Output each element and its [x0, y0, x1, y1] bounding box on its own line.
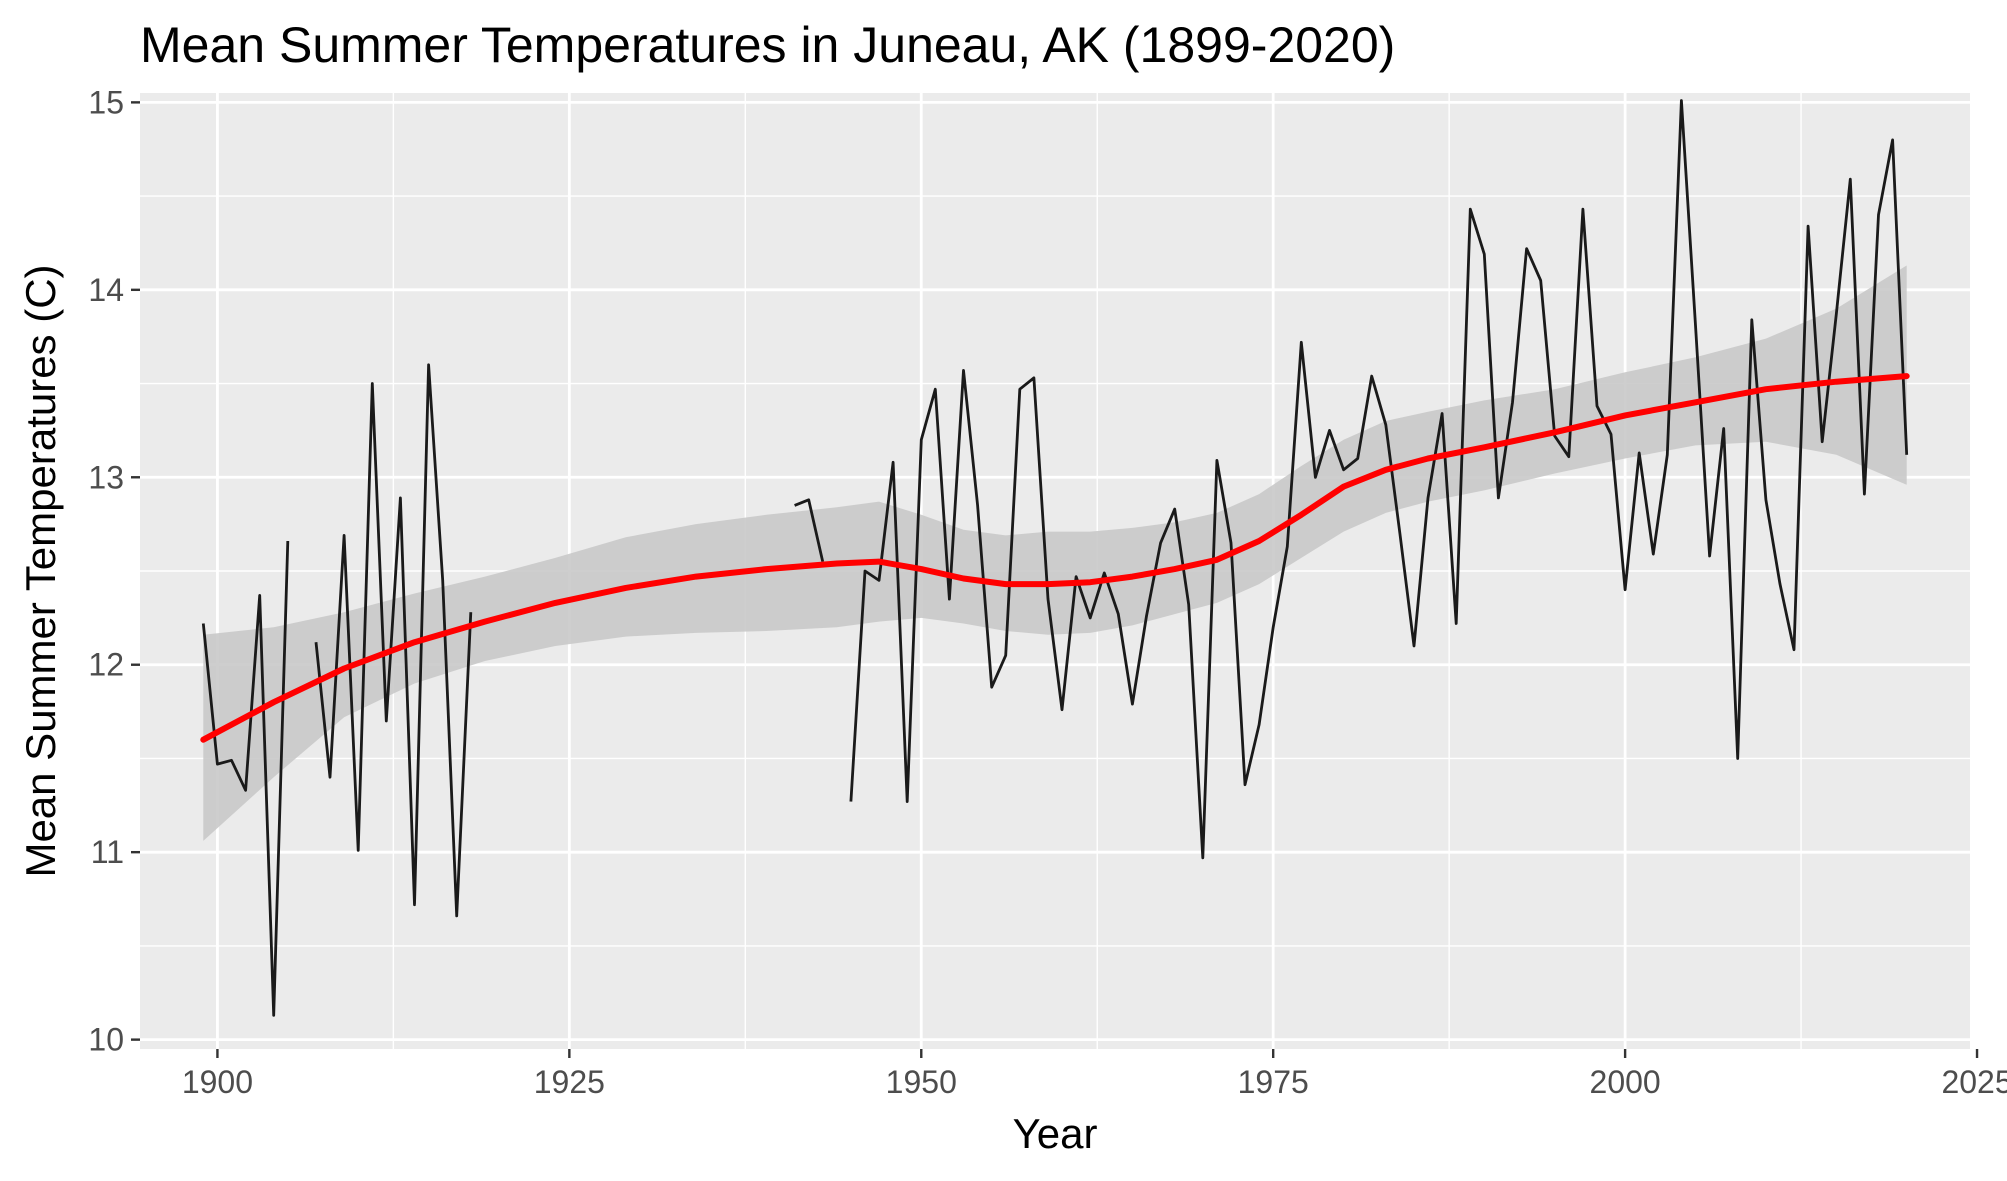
confidence-band — [203, 265, 1907, 841]
y-tick-label: 13 — [88, 459, 124, 495]
x-tick-label: 1925 — [534, 1064, 605, 1100]
x-axis: 1900 1925 1950 1975 2000 2025 — [182, 1049, 2007, 1100]
x-tick-label: 1975 — [1238, 1064, 1309, 1100]
x-axis-title: Year — [1013, 1110, 1098, 1157]
trend-line-layer — [200, 373, 1910, 743]
y-axis: 10 11 12 13 14 15 — [88, 84, 140, 1058]
x-tick-label: 1950 — [886, 1064, 957, 1100]
smoothed-trend-line — [200, 373, 1910, 743]
chart-title: Mean Summer Temperatures in Juneau, AK (… — [140, 17, 1395, 73]
observed-temperature-line — [794, 498, 825, 562]
x-tick-label: 2000 — [1590, 1064, 1661, 1100]
observed-temperature-line — [849, 99, 1909, 860]
y-tick-label: 12 — [88, 647, 124, 683]
y-tick-label: 10 — [88, 1022, 124, 1058]
y-tick-label: 15 — [88, 84, 124, 120]
x-tick-label: 1900 — [182, 1064, 253, 1100]
x-tick-label: 2025 — [1941, 1064, 2007, 1100]
confidence-band-layer — [203, 265, 1907, 841]
y-axis-title: Mean Summer Temperatures (C) — [17, 264, 64, 877]
y-tick-label: 11 — [91, 834, 124, 870]
observed-temperature-line — [201, 540, 290, 1017]
y-tick-label: 14 — [88, 272, 124, 308]
